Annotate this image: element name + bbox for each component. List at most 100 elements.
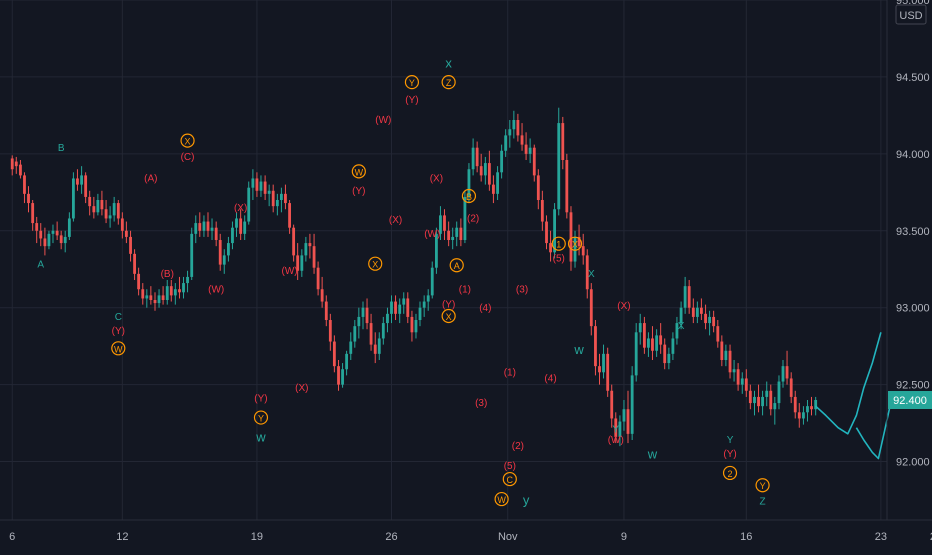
wave-label-text: w bbox=[573, 342, 584, 357]
candle-body bbox=[84, 175, 88, 197]
candle bbox=[96, 193, 100, 216]
wave-label-text: (1) bbox=[504, 367, 516, 378]
wave-label: (5) bbox=[553, 254, 565, 265]
wave-label-circle bbox=[351, 164, 366, 179]
wave-label: (1) bbox=[459, 284, 471, 295]
candle-body bbox=[353, 326, 357, 342]
candle-body bbox=[190, 233, 194, 277]
candle-body bbox=[108, 215, 112, 219]
candle bbox=[332, 335, 336, 373]
candle bbox=[284, 184, 287, 210]
candle bbox=[231, 221, 234, 250]
candle-body bbox=[663, 344, 667, 364]
candle bbox=[63, 230, 67, 253]
candle bbox=[55, 221, 59, 240]
candle bbox=[353, 320, 357, 348]
wave-label: w bbox=[255, 430, 266, 445]
candle-body bbox=[557, 123, 561, 210]
candle-body bbox=[447, 230, 451, 240]
candle bbox=[369, 313, 373, 351]
candle-body bbox=[797, 412, 801, 419]
time-axis[interactable]: 6 12 19 26 Nov 9 16 23 26 bbox=[9, 531, 932, 543]
candle bbox=[439, 206, 442, 240]
candle bbox=[402, 292, 406, 314]
time-tick-label: 9 bbox=[621, 531, 627, 543]
wave-label: (Y) bbox=[723, 449, 736, 460]
candle bbox=[198, 212, 202, 237]
candle-body bbox=[622, 409, 626, 422]
candle-body bbox=[516, 120, 520, 136]
candle-body bbox=[124, 230, 128, 237]
wave-label-text: (X) bbox=[430, 174, 443, 185]
candle-body bbox=[793, 396, 797, 413]
candle-body bbox=[467, 169, 471, 197]
wave-label: (Y) bbox=[352, 186, 365, 197]
candle bbox=[141, 283, 145, 305]
price-axis[interactable]: 95.000 94.500 94.000 93.500 93.000 92.500 92.0… bbox=[896, 0, 930, 469]
candle bbox=[320, 276, 324, 308]
candle bbox=[71, 172, 75, 222]
wave-label-text: (2) bbox=[512, 441, 524, 452]
candle bbox=[308, 233, 312, 259]
candle-body bbox=[410, 316, 414, 333]
wave-label: (2) bbox=[467, 214, 479, 225]
candle-body bbox=[349, 341, 353, 354]
candle bbox=[744, 369, 748, 397]
candle bbox=[43, 227, 47, 256]
candle-body bbox=[496, 172, 499, 194]
candle-body bbox=[630, 375, 634, 434]
candle bbox=[557, 107, 561, 216]
wave-label-text: (Y) bbox=[405, 95, 418, 106]
wave-label-text: (5) bbox=[553, 254, 565, 265]
candle-body bbox=[757, 396, 760, 407]
candle-body bbox=[573, 236, 577, 262]
wave-label: (4) bbox=[479, 303, 491, 314]
candle-body bbox=[51, 230, 55, 234]
candle bbox=[129, 230, 132, 262]
time-tick-label: 23 bbox=[875, 531, 887, 543]
candle-body bbox=[455, 227, 459, 237]
candle bbox=[789, 372, 793, 404]
candle-body bbox=[426, 295, 430, 302]
candle-body bbox=[802, 412, 805, 419]
wave-label: Y bbox=[612, 424, 619, 435]
candle bbox=[553, 203, 557, 259]
candle-body bbox=[71, 178, 75, 219]
candle bbox=[667, 347, 671, 370]
candle bbox=[740, 372, 744, 394]
candle bbox=[716, 320, 720, 348]
candle bbox=[614, 412, 618, 444]
wave-label: C bbox=[502, 471, 517, 487]
wave-label: 2 bbox=[722, 465, 738, 481]
candle bbox=[708, 310, 712, 336]
candle bbox=[227, 236, 230, 262]
candle bbox=[169, 280, 173, 302]
candle bbox=[267, 184, 271, 207]
wave-label-text: B bbox=[58, 143, 65, 154]
candle bbox=[581, 233, 585, 265]
candle-body bbox=[129, 236, 132, 254]
candle-body bbox=[720, 341, 724, 360]
candle-body bbox=[439, 215, 442, 234]
candle bbox=[671, 332, 675, 360]
candle bbox=[720, 335, 724, 367]
candle-body bbox=[545, 221, 548, 244]
candle bbox=[793, 390, 797, 419]
candle-body bbox=[528, 147, 532, 154]
candle bbox=[447, 221, 451, 247]
wave-label-text: C bbox=[507, 475, 514, 485]
candle-body bbox=[655, 335, 659, 351]
candle-body bbox=[598, 366, 601, 373]
currency-badge[interactable]: USD bbox=[895, 4, 927, 25]
wave-label-text: C bbox=[115, 312, 122, 323]
candle bbox=[92, 196, 96, 219]
candle-body bbox=[504, 135, 508, 151]
candle bbox=[663, 338, 667, 370]
candle bbox=[263, 175, 267, 200]
price-tick-label: 94.500 bbox=[896, 72, 930, 84]
candle bbox=[704, 304, 707, 330]
wave-label: (3) bbox=[516, 284, 528, 295]
candle bbox=[59, 230, 63, 250]
